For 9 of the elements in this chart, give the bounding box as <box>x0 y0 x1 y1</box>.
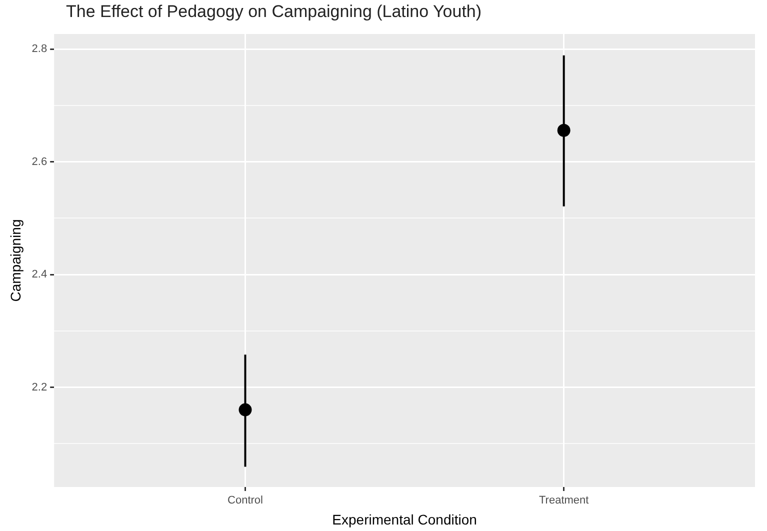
y-tick-label: 2.2 <box>32 381 48 394</box>
x-tick-label: Treatment <box>538 494 589 507</box>
y-tick-label: 2.6 <box>32 156 48 168</box>
y-axis-title: Campaigning <box>7 219 24 302</box>
chart-title: The Effect of Pedagogy on Campaigning (Latino Youth) <box>66 2 482 22</box>
x-tick-label: Control <box>228 494 263 507</box>
y-tick-label: 2.4 <box>32 268 48 281</box>
x-axis-title: Experimental Condition <box>332 511 477 528</box>
y-tick-label: 2.8 <box>32 43 48 56</box>
